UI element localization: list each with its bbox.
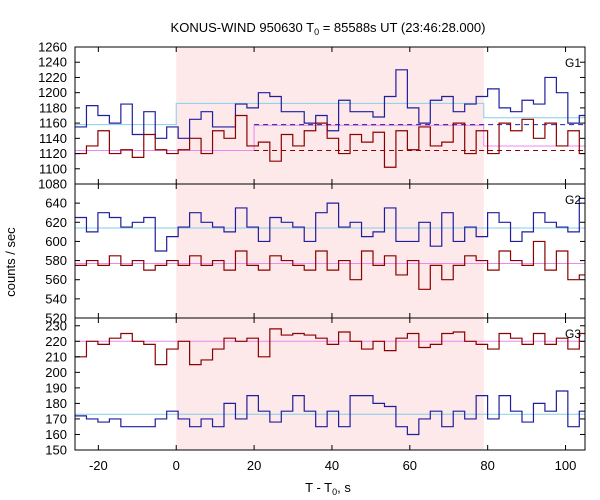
y-tick-label: 1240 xyxy=(38,55,67,70)
x-tick-label: 20 xyxy=(247,458,261,473)
x-tick-label: -20 xyxy=(89,458,108,473)
y-tick-label: 520 xyxy=(45,311,67,326)
background-level-line-pink xyxy=(75,124,585,152)
x-tick-label: 80 xyxy=(480,458,494,473)
count-series-red xyxy=(75,240,585,290)
y-tick-label: 620 xyxy=(45,215,67,230)
x-tick-label: 60 xyxy=(403,458,417,473)
x-tick-label: 0 xyxy=(173,458,180,473)
count-series-red xyxy=(75,328,585,366)
count-series-blue xyxy=(75,69,585,139)
x-tick-label: 40 xyxy=(325,458,339,473)
shaded-interval xyxy=(176,47,484,184)
count-series-blue xyxy=(75,197,585,252)
y-tick-label: 1200 xyxy=(38,85,67,100)
panel-plot-area xyxy=(75,197,585,290)
y-tick-label: 210 xyxy=(45,349,67,364)
panel-g2: 520 540 560 580 600 620 640 G2 xyxy=(45,183,586,326)
y-tick-label: 1260 xyxy=(38,40,67,55)
y-tick-label: 200 xyxy=(45,365,67,380)
panel-plot-area xyxy=(75,328,585,436)
y-tick-label: 150 xyxy=(45,443,67,458)
y-tick-label: 220 xyxy=(45,334,67,349)
panel-plot-area xyxy=(75,69,585,168)
y-tick-label: 180 xyxy=(45,396,67,411)
panel-label: G3 xyxy=(565,327,581,341)
y-tick-label: 170 xyxy=(45,411,67,426)
x-tick-label: 100 xyxy=(555,458,577,473)
y-tick-label: 1120 xyxy=(39,146,67,161)
y-tick-label: 1180 xyxy=(39,100,67,115)
y-tick-label: 230 xyxy=(45,318,67,333)
y-tick-label: 640 xyxy=(45,196,67,211)
x-axis-label: T - T0, s xyxy=(305,480,351,497)
count-series-red xyxy=(75,114,585,168)
count-series-blue xyxy=(75,390,585,436)
y-tick-label: 580 xyxy=(45,253,67,268)
y-tick-label: 190 xyxy=(45,380,67,395)
panel-label: G2 xyxy=(565,193,581,207)
panels-group: 1080110011201140116011801200122012401260… xyxy=(38,40,586,473)
y-tick-label: 560 xyxy=(45,272,67,287)
y-tick-label: 1220 xyxy=(38,70,67,85)
panel-frame xyxy=(74,317,586,451)
y-axis-label: counts / sec xyxy=(3,227,18,297)
shaded-interval xyxy=(176,184,484,318)
shaded-interval xyxy=(176,318,484,450)
y-tick-label: 1100 xyxy=(39,161,67,176)
y-tick-label: 540 xyxy=(45,291,67,306)
panel-g1: 1080110011201140116011801200122012401260… xyxy=(38,40,586,192)
panel-label: G1 xyxy=(565,56,581,70)
y-tick-label: 1140 xyxy=(39,131,67,146)
y-tick-label: 160 xyxy=(45,427,67,442)
y-tick-label: 600 xyxy=(45,234,67,249)
chart-title: KONUS-WIND 950630 T0 = 85588s UT (23:46:… xyxy=(171,20,486,37)
y-tick-label: 1160 xyxy=(39,116,67,131)
background-level-line-cyan xyxy=(75,102,585,126)
y-tick-label: 1080 xyxy=(38,177,67,192)
